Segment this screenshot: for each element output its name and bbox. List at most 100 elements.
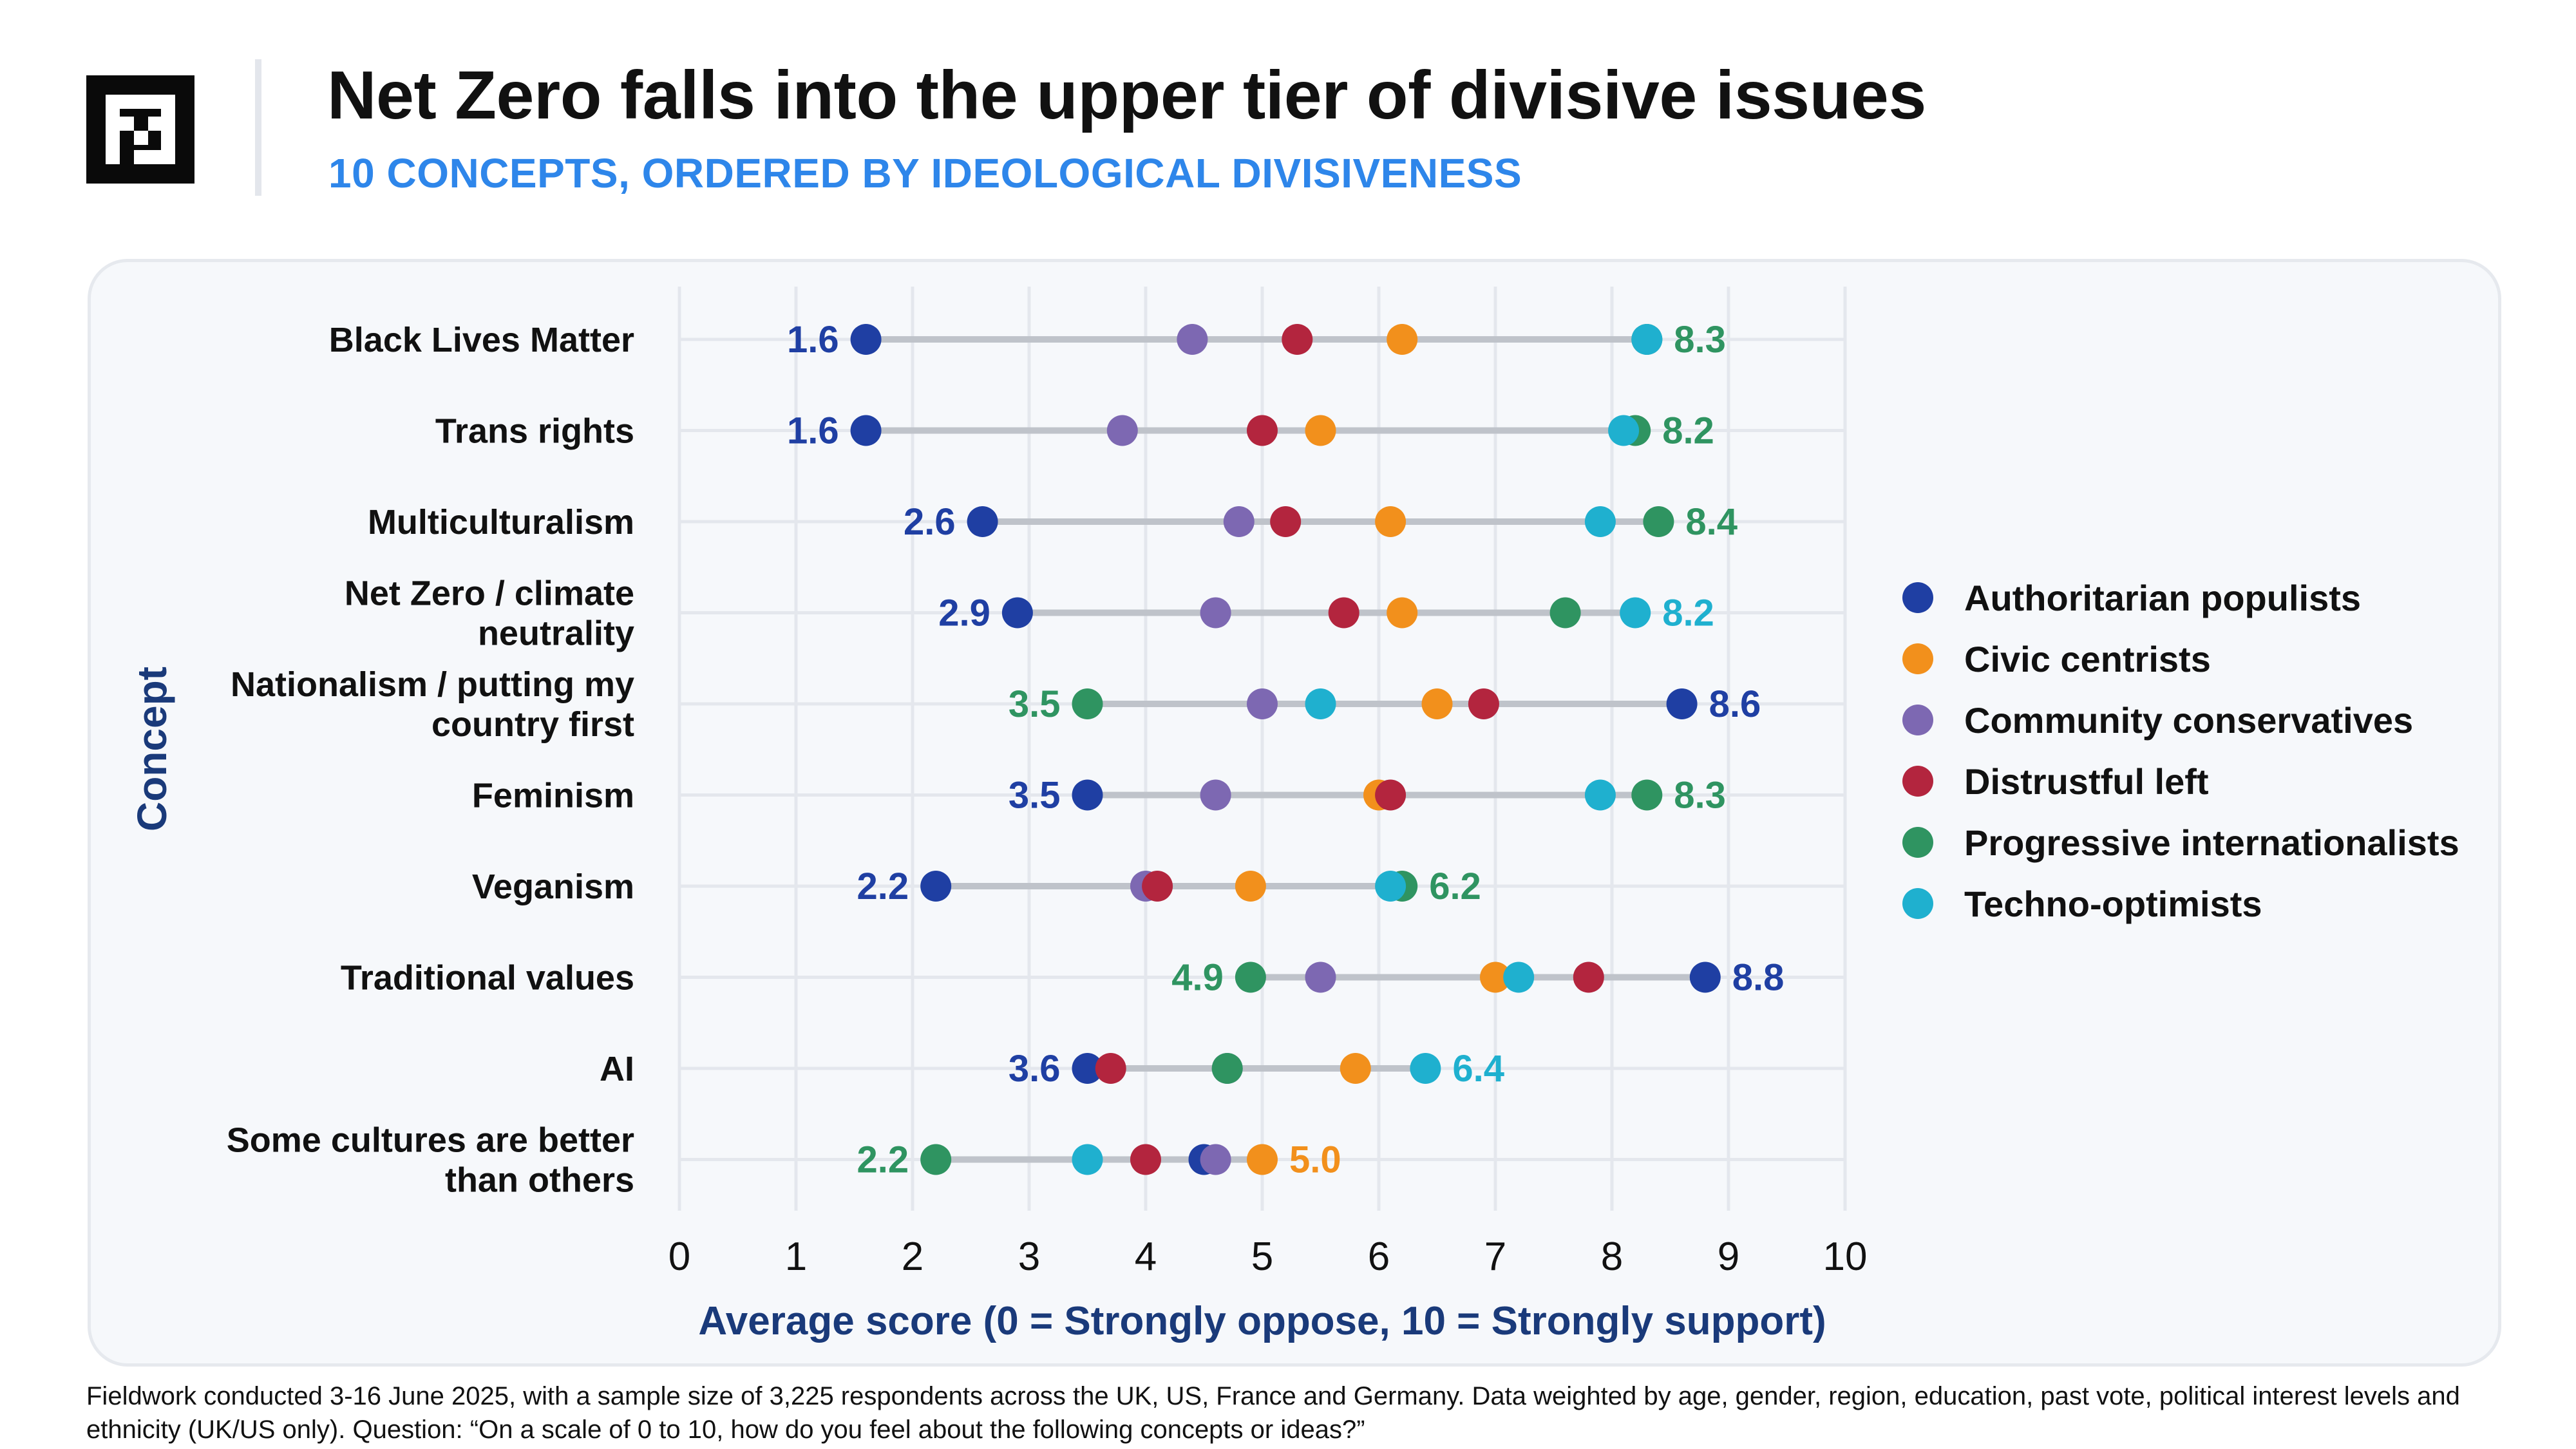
- min-value-label: 2.2: [857, 866, 909, 907]
- max-value-label: 8.4: [1685, 501, 1738, 543]
- category-label: AI: [600, 1050, 634, 1088]
- legend-marker: [1902, 888, 1933, 919]
- min-value-label: 2.2: [857, 1139, 909, 1181]
- legend-label: Civic centrists: [1964, 639, 2211, 679]
- data-point: [1107, 415, 1138, 446]
- data-point: [1585, 780, 1616, 811]
- legend-label: Techno-optimists: [1964, 884, 2262, 924]
- min-value-label: 1.6: [787, 319, 839, 361]
- data-point: [1282, 324, 1312, 355]
- category-label: neutrality: [478, 614, 634, 653]
- data-point: [1305, 415, 1336, 446]
- data-point: [1550, 598, 1581, 629]
- data-point: [1235, 962, 1266, 993]
- category-label: Some cultures are better: [227, 1121, 634, 1160]
- data-point: [1072, 1144, 1103, 1175]
- min-value-label: 3.6: [1009, 1048, 1061, 1090]
- max-value-label: 5.0: [1289, 1139, 1341, 1181]
- data-point: [1212, 1053, 1243, 1084]
- data-point: [1235, 871, 1266, 902]
- x-tick-label: 7: [1484, 1235, 1506, 1279]
- data-point: [1072, 780, 1103, 811]
- x-tick-label: 0: [668, 1235, 690, 1279]
- data-point: [1631, 324, 1662, 355]
- data-point: [920, 871, 951, 902]
- category-label: Feminism: [472, 777, 634, 815]
- x-tick-label: 4: [1135, 1235, 1157, 1279]
- data-point: [1247, 415, 1278, 446]
- max-value-label: 8.6: [1709, 683, 1761, 725]
- max-value-label: 8.3: [1674, 775, 1726, 817]
- data-point: [1305, 962, 1336, 993]
- data-point: [1247, 688, 1278, 719]
- data-point: [1410, 1053, 1441, 1084]
- legend-label: Progressive internationalists: [1964, 822, 2459, 863]
- data-point: [1340, 1053, 1371, 1084]
- category-label: Multiculturalism: [368, 503, 634, 542]
- category-label: country first: [431, 705, 634, 744]
- x-tick-label: 9: [1718, 1235, 1739, 1279]
- data-point: [1130, 1144, 1161, 1175]
- legend-marker: [1902, 582, 1933, 613]
- max-value-label: 8.8: [1732, 957, 1785, 999]
- min-value-label: 3.5: [1009, 775, 1061, 817]
- legend-label: Authoritarian populists: [1964, 578, 2361, 618]
- x-axis-title: Average score (0 = Strongly oppose, 10 =…: [698, 1299, 1826, 1343]
- legend-marker: [1902, 827, 1933, 858]
- data-point: [1620, 598, 1651, 629]
- legend-marker: [1902, 643, 1933, 674]
- x-tick-label: 10: [1823, 1235, 1868, 1279]
- data-point: [1503, 962, 1534, 993]
- data-point: [1468, 688, 1499, 719]
- x-tick-label: 8: [1601, 1235, 1623, 1279]
- dumbbell-chart: 0 1 2 3 4 5 6 7 8 9 10 Average score (0 = Strongly …: [0, 0, 2576, 1378]
- data-point: [1247, 1144, 1278, 1175]
- data-point: [1375, 871, 1406, 902]
- x-tick-label: 6: [1368, 1235, 1390, 1279]
- data-point: [1422, 688, 1453, 719]
- category-label: Traditional values: [341, 959, 634, 998]
- x-tick-label: 1: [785, 1235, 807, 1279]
- data-point: [1095, 1053, 1126, 1084]
- footnote: Fieldwork conducted 3-16 June 2025, with…: [86, 1379, 2495, 1446]
- data-point: [1142, 871, 1173, 902]
- max-value-label: 8.2: [1662, 592, 1714, 634]
- min-value-label: 2.6: [904, 501, 956, 543]
- data-point: [1200, 1144, 1231, 1175]
- data-point: [1585, 506, 1616, 537]
- legend-marker: [1902, 766, 1933, 797]
- data-point: [1224, 506, 1255, 537]
- data-point: [1375, 506, 1406, 537]
- data-point: [1329, 598, 1359, 629]
- data-point: [1177, 324, 1208, 355]
- legend-label: Distrustful left: [1964, 761, 2209, 802]
- y-axis-title: Concept: [129, 667, 175, 831]
- data-point: [1072, 688, 1103, 719]
- data-point: [967, 506, 998, 537]
- data-point: [1387, 324, 1417, 355]
- category-label: Trans rights: [435, 412, 634, 451]
- data-point: [1200, 598, 1231, 629]
- data-point: [1200, 780, 1231, 811]
- x-tick-label: 5: [1251, 1235, 1273, 1279]
- category-label: Net Zero / climate: [345, 574, 634, 613]
- data-point: [851, 415, 882, 446]
- max-value-label: 6.2: [1429, 866, 1481, 907]
- data-point: [920, 1144, 951, 1175]
- data-point: [1631, 780, 1662, 811]
- min-value-label: 3.5: [1009, 683, 1061, 725]
- category-label: than others: [445, 1161, 634, 1200]
- category-label: Nationalism / putting my: [231, 665, 634, 704]
- min-value-label: 2.9: [938, 592, 990, 634]
- x-tick-label: 2: [902, 1235, 923, 1279]
- x-tick-label: 3: [1018, 1235, 1040, 1279]
- data-point: [1270, 506, 1301, 537]
- data-point: [1375, 780, 1406, 811]
- legend-marker: [1902, 705, 1933, 735]
- data-point: [851, 324, 882, 355]
- data-point: [1608, 415, 1639, 446]
- min-value-label: 4.9: [1171, 957, 1224, 999]
- min-value-label: 1.6: [787, 410, 839, 452]
- data-point: [1573, 962, 1604, 993]
- max-value-label: 6.4: [1452, 1048, 1504, 1090]
